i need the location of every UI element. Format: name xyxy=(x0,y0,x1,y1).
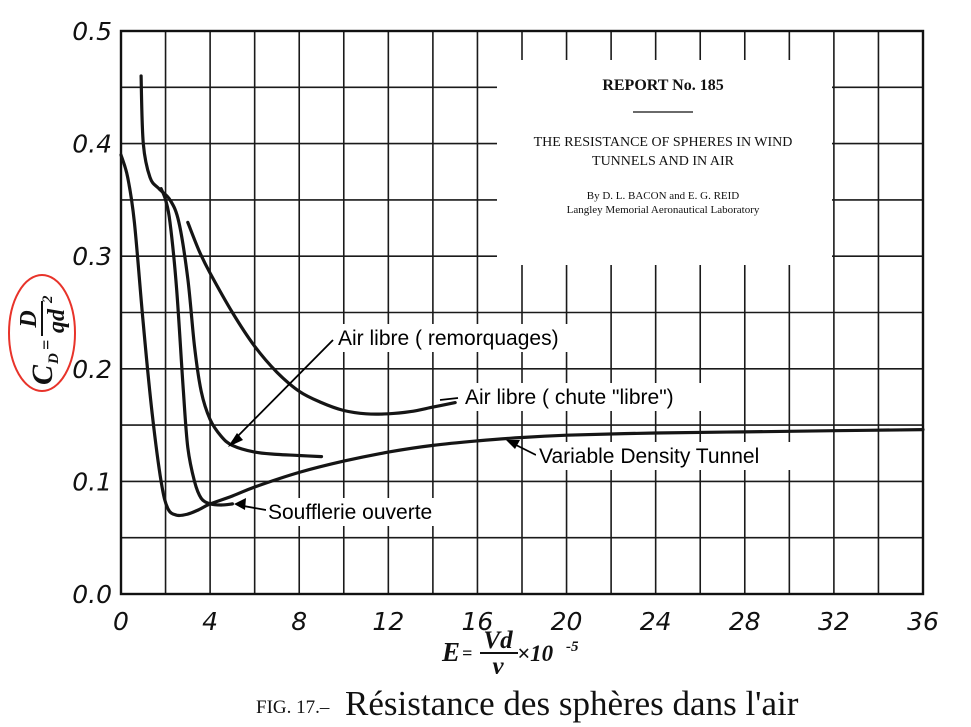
annot-bg-1 xyxy=(336,324,606,352)
xlabel-num: Vd xyxy=(483,627,513,654)
series-line-2 xyxy=(119,153,925,518)
series-curves xyxy=(119,74,925,518)
x-tick-label: 28 xyxy=(729,607,761,636)
x-tick-label: 36 xyxy=(907,607,939,636)
plot-frame xyxy=(119,29,925,596)
y-tick-label: 0.3 xyxy=(72,242,112,271)
series-line-0 xyxy=(139,74,324,459)
ylabel-highlight-ellipse xyxy=(8,274,76,392)
annot-bg-3 xyxy=(536,442,811,470)
arrow-chute xyxy=(439,397,459,401)
y-tick-label: 0.4 xyxy=(72,130,112,159)
caption-fig-number: FIG. 17.– xyxy=(256,697,330,718)
x-tick-label: 0 xyxy=(113,607,129,636)
ylabel-C: C xyxy=(26,364,59,385)
report-title-line1: THE RESISTANCE OF SPHERES IN WIND xyxy=(534,135,793,150)
arrowhead-remorquages xyxy=(228,433,243,447)
annotation-arrows xyxy=(228,339,537,511)
x-tick-label: 24 xyxy=(640,607,672,636)
y-tick-label: 0.1 xyxy=(72,467,112,496)
annot-bg-2 xyxy=(462,383,732,411)
ylabel-eq: = xyxy=(36,340,56,350)
report-title-line2: TUNNELS AND IN AIR xyxy=(592,154,735,169)
x-tick-label: 32 xyxy=(818,607,850,636)
annot-bg-4 xyxy=(266,498,471,526)
caption-text: Résistance des sphères dans l'air xyxy=(345,684,799,723)
x-tick-label: 16 xyxy=(462,607,494,636)
ylabel-den: qd xyxy=(44,308,70,333)
series-line-3 xyxy=(159,187,234,507)
report-authors: By D. L. BACON and E. G. REID xyxy=(587,190,740,202)
arrowhead-vdt xyxy=(506,440,520,449)
ylabel-num: D xyxy=(16,310,42,328)
x-tick-label: 20 xyxy=(551,607,583,636)
annotation-variable-density: Variable Density Tunnel xyxy=(539,445,759,468)
y-tick-label: 0.2 xyxy=(72,355,112,384)
ylabel-sub: D xyxy=(46,353,62,365)
xlabel-tail: ×10 xyxy=(517,641,554,666)
xlabel-E: E xyxy=(441,637,460,667)
arrowhead-soufflerie xyxy=(234,498,246,510)
report-panel-bg xyxy=(497,60,832,265)
xlabel-den: ν xyxy=(492,653,504,680)
x-tick-label: 4 xyxy=(202,607,218,636)
report-number: REPORT No. 185 xyxy=(602,77,723,94)
arrow-remorquages xyxy=(231,339,334,443)
ylabel-sup: 2 xyxy=(40,295,56,304)
x-tick-label: 8 xyxy=(291,607,307,636)
report-panel: REPORT No. 185 THE RESISTANCE OF SPHERES… xyxy=(497,60,832,265)
y-axis-label: C D = D qd 2 xyxy=(8,274,76,392)
annotation-soufflerie: Soufflerie ouverte xyxy=(268,501,432,524)
x-tick-label: 12 xyxy=(372,607,404,636)
series-line-1 xyxy=(186,220,457,416)
annotation-remorquages: Air libre ( remorquages) xyxy=(338,327,559,350)
x-axis-label: E = Vd ν ×10 -5 xyxy=(441,627,579,680)
annotation-chute-libre: Air libre ( chute "libre") xyxy=(465,386,674,409)
xlabel-eq: = xyxy=(462,643,472,663)
tick-labels: 0 4 8 12 16 20 24 28 32 36 0.0 0.1 0.2 0.3 0.4 0.5 xyxy=(72,17,939,636)
report-lab: Langley Memorial Aeronautical Laboratory xyxy=(567,204,760,216)
y-tick-label: 0.0 xyxy=(72,580,112,609)
y-tick-label: 0.5 xyxy=(72,17,112,46)
xlabel-exp: -5 xyxy=(566,639,579,655)
